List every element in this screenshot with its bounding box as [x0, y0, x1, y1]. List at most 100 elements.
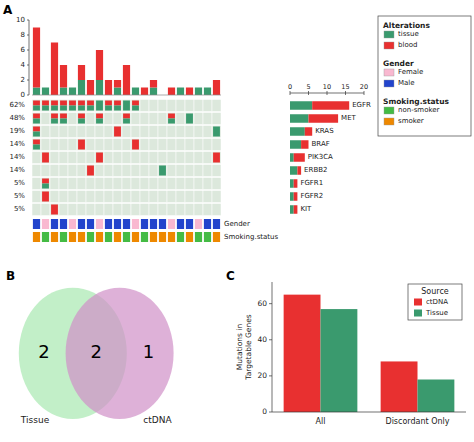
y-axis-label-line: Targetable Genes	[244, 314, 253, 380]
cell-tissue	[186, 114, 193, 124]
cell-bg	[41, 178, 50, 190]
cell-tissue	[96, 119, 103, 124]
cell	[140, 204, 149, 216]
cell	[41, 139, 50, 151]
bar	[33, 28, 40, 88]
bar	[204, 88, 211, 96]
cell-tissue	[42, 106, 49, 111]
cell	[122, 152, 131, 164]
cell-blood	[42, 153, 49, 163]
cell-bg	[113, 113, 122, 125]
bar	[78, 65, 85, 80]
cell-blood	[33, 127, 40, 132]
cell-bg	[113, 139, 122, 151]
cell	[50, 178, 59, 190]
cell-bg	[149, 165, 158, 177]
annotation-tile	[78, 219, 85, 229]
cell-bg	[122, 178, 131, 190]
cell	[104, 204, 113, 216]
cell-bg	[167, 100, 176, 112]
cell	[68, 113, 77, 125]
cell-bg	[149, 204, 158, 216]
annotation-tile	[132, 219, 139, 229]
cell-blood	[114, 101, 121, 106]
cell-bg	[122, 126, 131, 138]
cell-bg	[167, 165, 176, 177]
cell-bg	[59, 139, 68, 151]
cell	[86, 165, 95, 177]
cell-bg	[131, 139, 140, 151]
cell-bg	[176, 191, 185, 203]
bar	[168, 88, 175, 96]
cell-blood	[87, 166, 94, 176]
cell-bg	[95, 191, 104, 203]
cell	[113, 178, 122, 190]
cell	[131, 152, 140, 164]
top-bars	[33, 28, 220, 96]
cell-blood	[69, 101, 76, 106]
cell	[194, 139, 203, 151]
bar	[141, 88, 148, 96]
cell	[50, 204, 59, 216]
cell	[32, 113, 41, 125]
cell-bg	[158, 152, 167, 164]
hbar	[297, 166, 301, 175]
annotation-tile	[87, 219, 94, 229]
x-tick-label: 15	[341, 83, 349, 91]
bar	[418, 380, 455, 413]
cell-bg	[95, 204, 104, 216]
cell	[122, 191, 131, 203]
row-label: 5%	[14, 205, 25, 213]
cell-bg	[140, 113, 149, 125]
bar	[114, 88, 121, 96]
cell-bg	[41, 100, 50, 112]
annotation-tile	[168, 219, 175, 229]
cell-tissue	[60, 106, 67, 111]
cell-bg	[185, 178, 194, 190]
cell-bg	[50, 152, 59, 164]
cell	[59, 165, 68, 177]
cell	[131, 113, 140, 125]
cell-tissue	[42, 184, 49, 189]
annotation-tile	[114, 232, 121, 242]
annotation-tile	[60, 219, 67, 229]
cell-blood	[168, 114, 175, 119]
cell-tissue	[123, 101, 130, 111]
y-tick-label: 20	[257, 371, 267, 380]
cell	[113, 139, 122, 151]
y-tick	[269, 339, 272, 340]
cell	[212, 204, 221, 216]
legend-entry: non-smoker	[398, 106, 440, 114]
cell-bg	[212, 191, 221, 203]
cell-bg	[77, 100, 86, 112]
cell	[86, 204, 95, 216]
cell	[167, 178, 176, 190]
cell	[203, 100, 212, 112]
cell-bg	[95, 139, 104, 151]
cell-bg	[32, 126, 41, 138]
cell-bg	[122, 204, 131, 216]
cell-bg	[131, 152, 140, 164]
cell	[95, 165, 104, 177]
cell-bg	[95, 165, 104, 177]
cell	[95, 100, 104, 112]
annotation-tile	[42, 219, 49, 229]
cell	[140, 126, 149, 138]
cell	[194, 165, 203, 177]
cell	[41, 191, 50, 203]
cell	[68, 178, 77, 190]
page: {"chart_data": [ {"type": "bar", "title"…	[0, 0, 474, 442]
cell-blood	[78, 101, 85, 106]
cell	[95, 139, 104, 151]
hbar	[290, 205, 294, 214]
cell	[176, 204, 185, 216]
cell-bg	[140, 191, 149, 203]
legend-swatch	[384, 31, 394, 38]
cell-bg	[104, 152, 113, 164]
cell-bg	[113, 126, 122, 138]
cell-tissue	[33, 145, 40, 150]
cell	[140, 191, 149, 203]
cell-blood	[33, 101, 40, 106]
row-label: 14%	[9, 140, 25, 148]
cell	[185, 113, 194, 125]
